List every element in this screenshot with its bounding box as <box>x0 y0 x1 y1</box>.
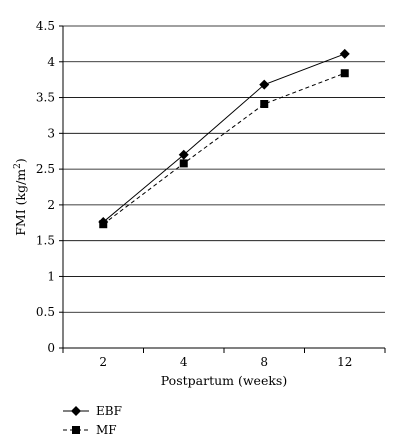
y-tick-label: 4.5 <box>36 19 55 33</box>
data-point-mf <box>179 159 188 168</box>
y-tick-label: 3.5 <box>36 91 55 105</box>
data-point-ebf <box>178 149 189 160</box>
series-line-mf <box>102 72 345 225</box>
legend-marker-mf <box>72 426 80 434</box>
x-tick-labels: 2 4 8 12 <box>99 355 352 369</box>
legend-marker-ebf <box>71 406 81 416</box>
legend-item-ebf: EBF <box>63 404 122 418</box>
x-axis-title: Postpartum (weeks) <box>161 373 287 388</box>
y-tick-label: 2 <box>47 198 55 212</box>
y-tick-label: 3 <box>47 126 55 140</box>
y-tick-label: 1.5 <box>36 234 55 248</box>
x-tick-label: 4 <box>180 355 188 369</box>
series-mf <box>99 69 349 229</box>
data-point-ebf <box>259 79 270 90</box>
axes <box>59 25 386 353</box>
y-tick-labels: 0 0.5 1 1.5 2 2.5 3 3.5 4 4.5 <box>36 19 55 355</box>
series <box>98 48 350 229</box>
data-point-mf <box>260 99 269 108</box>
y-tick-label: 0.5 <box>36 305 55 319</box>
data-point-ebf <box>339 48 350 59</box>
series-line-ebf <box>102 53 345 223</box>
y-tick-label: 1 <box>47 269 55 283</box>
series-ebf <box>98 48 350 228</box>
x-tick-label: 12 <box>337 355 352 369</box>
x-tick-label: 8 <box>260 355 268 369</box>
y-axis-title: FMI (kg/m2) <box>13 158 28 236</box>
y-tick-label: 0 <box>47 341 55 355</box>
y-tick-label: 4 <box>47 55 55 69</box>
legend: EBF MF <box>63 404 122 437</box>
legend-label-mf: MF <box>96 423 117 437</box>
data-point-mf <box>340 69 349 78</box>
gridlines <box>63 25 385 313</box>
data-point-mf <box>99 220 108 229</box>
legend-label-ebf: EBF <box>96 404 122 418</box>
y-tick-label: 2.5 <box>36 162 55 176</box>
legend-item-mf: MF <box>63 423 117 437</box>
x-tick-label: 2 <box>99 355 107 369</box>
